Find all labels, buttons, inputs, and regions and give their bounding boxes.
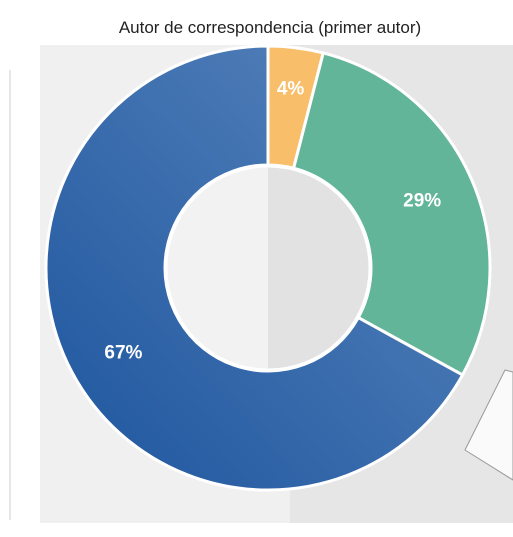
value-label: 67% <box>104 343 142 364</box>
donut-hole <box>164 164 372 372</box>
value-label: 4% <box>277 78 305 99</box>
photo-fragment <box>464 369 513 481</box>
donut: 4% 29% 67% <box>44 44 492 492</box>
chart-title: Autor de correspondencia (primer autor) <box>119 18 421 37</box>
value-label: 29% <box>403 190 441 211</box>
